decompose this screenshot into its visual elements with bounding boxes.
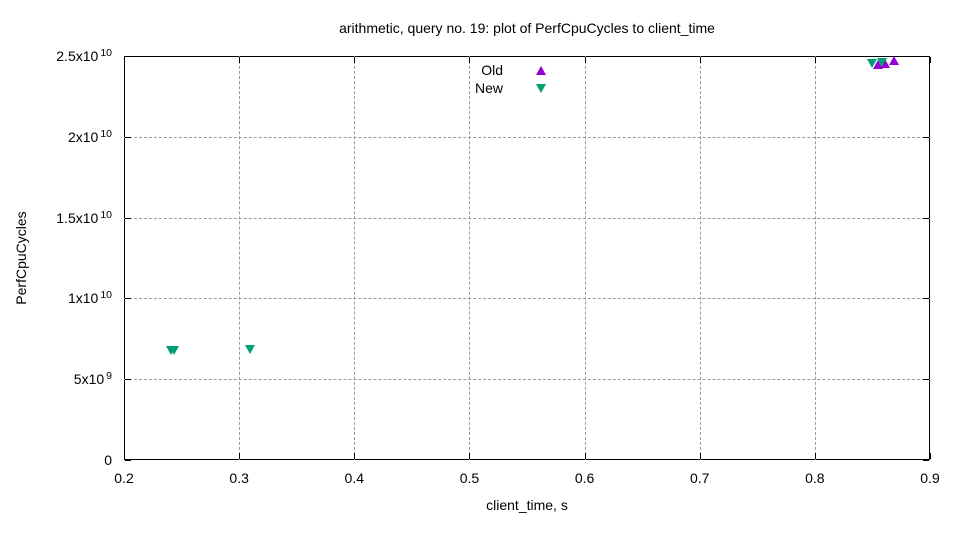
- y-gridline: [124, 298, 930, 300]
- y-tick-mark: [923, 136, 929, 138]
- x-tick-label: 0.2: [114, 470, 134, 486]
- chart-title: arithmetic, query no. 19: plot of PerfCp…: [339, 20, 715, 36]
- x-gridline: [699, 56, 701, 460]
- exponent: 10: [100, 47, 112, 59]
- x-tick-mark: [469, 57, 471, 63]
- y-tick-mark: [923, 217, 929, 219]
- legend-marker-cell: [535, 83, 547, 93]
- y-tick-mark: [125, 298, 131, 300]
- x-tick-mark: [930, 453, 931, 459]
- triangle-down-icon: [536, 83, 546, 93]
- y-tick-label: 5x10 9: [73, 370, 112, 388]
- x-tick-mark: [814, 57, 816, 63]
- legend: Old New: [380, 61, 547, 97]
- plot-area: [124, 56, 930, 460]
- y-tick-mark: [125, 136, 131, 138]
- x-tick-mark: [699, 453, 701, 459]
- old-data-point: [889, 55, 900, 65]
- y-tick-mark: [125, 379, 131, 381]
- y-tick-label: 1x10 10: [67, 289, 112, 307]
- new-data-point: [876, 57, 887, 67]
- exponent: 9: [106, 370, 112, 383]
- triangle-up-icon: [536, 65, 546, 75]
- y-gridline: [124, 217, 930, 219]
- x-tick-label: 0.9: [920, 470, 940, 486]
- legend-label-new: New: [474, 80, 503, 96]
- y-gridline: [124, 379, 930, 381]
- x-tick-label: 0.7: [689, 470, 710, 486]
- x-tick-mark: [584, 57, 586, 63]
- y-tick-mark: [923, 56, 929, 57]
- x-tick-label: 0.8: [805, 470, 825, 486]
- legend-marker-cell: [535, 65, 547, 75]
- x-tick-mark: [584, 453, 586, 459]
- x-gridline: [584, 56, 586, 460]
- y-tick-mark: [923, 298, 929, 300]
- x-tick-mark: [814, 453, 816, 459]
- x-tick-mark: [469, 453, 471, 459]
- x-gridline: [469, 56, 471, 460]
- y-tick-mark: [923, 379, 929, 381]
- x-gridline: [239, 56, 241, 460]
- legend-item-new: New: [380, 79, 547, 97]
- x-axis-title: client_time, s: [486, 497, 568, 513]
- y-tick-label: 2x10 10: [67, 127, 112, 145]
- new-data-point: [168, 345, 179, 355]
- x-gridline: [354, 56, 356, 460]
- x-tick-label: 0.4: [344, 470, 365, 486]
- x-tick-mark: [930, 57, 931, 63]
- y-tick-label: 2.5x10 10: [56, 47, 112, 64]
- y-tick-mark: [125, 56, 131, 57]
- exponent: 10: [100, 208, 112, 221]
- x-tick-mark: [354, 57, 356, 63]
- x-tick-mark: [124, 453, 125, 459]
- y-tick-mark: [125, 460, 131, 461]
- x-tick-mark: [354, 453, 356, 459]
- new-data-point: [245, 345, 256, 355]
- y-tick-label: 0: [104, 452, 112, 468]
- exponent: 10: [100, 127, 112, 140]
- exponent: 10: [100, 289, 112, 302]
- x-tick-mark: [699, 57, 701, 63]
- legend-label-old: Old: [481, 62, 503, 78]
- x-tick-label: 0.3: [229, 470, 249, 486]
- x-tick-mark: [239, 453, 241, 459]
- y-tick-label: 1.5x10 10: [56, 208, 112, 226]
- x-tick-label: 0.6: [574, 470, 595, 486]
- x-tick-mark: [239, 57, 241, 63]
- x-tick-mark: [124, 57, 125, 63]
- y-tick-mark: [125, 217, 131, 219]
- x-tick-label: 0.5: [459, 470, 480, 486]
- y-gridline: [124, 136, 930, 138]
- y-tick-mark: [923, 460, 929, 461]
- new-data-point: [866, 58, 877, 68]
- x-gridline: [814, 56, 816, 460]
- legend-item-old: Old: [380, 61, 547, 79]
